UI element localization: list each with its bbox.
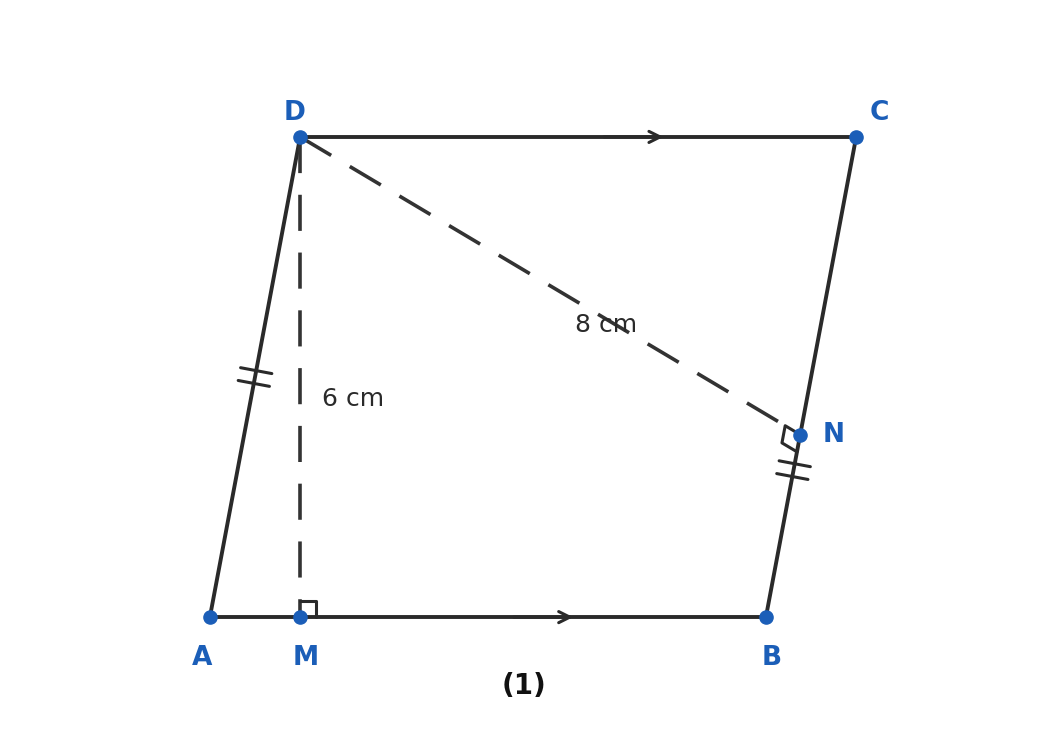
Text: 6 cm: 6 cm (322, 386, 384, 411)
Text: B: B (761, 645, 782, 670)
Point (291, 131, 308, 143)
Point (848, 131, 865, 143)
Point (291, 611, 308, 623)
Text: 8 cm: 8 cm (574, 314, 637, 337)
Text: C: C (870, 100, 890, 126)
Point (758, 611, 774, 623)
Text: M: M (292, 645, 319, 670)
Text: N: N (823, 422, 844, 447)
Text: A: A (192, 645, 212, 670)
Text: D: D (284, 100, 306, 126)
Point (201, 611, 218, 623)
Point (792, 429, 809, 441)
Text: (1): (1) (502, 672, 546, 700)
